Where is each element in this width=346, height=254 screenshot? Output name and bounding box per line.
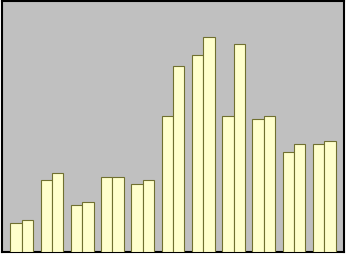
Bar (324, 141, 336, 252)
Bar (22, 220, 33, 252)
Bar (173, 66, 184, 252)
Bar (52, 173, 64, 252)
Bar (40, 181, 52, 252)
Bar (222, 116, 234, 252)
Bar (282, 152, 294, 252)
Bar (234, 45, 245, 252)
Bar (82, 202, 94, 252)
Bar (252, 120, 264, 252)
Bar (71, 205, 82, 252)
Bar (203, 38, 215, 252)
Bar (162, 116, 173, 252)
Bar (264, 116, 275, 252)
Bar (112, 177, 124, 252)
Bar (192, 56, 203, 252)
Bar (10, 223, 22, 252)
Bar (313, 145, 324, 252)
Bar (131, 184, 143, 252)
Bar (143, 181, 154, 252)
Bar (101, 177, 112, 252)
Bar (294, 145, 306, 252)
